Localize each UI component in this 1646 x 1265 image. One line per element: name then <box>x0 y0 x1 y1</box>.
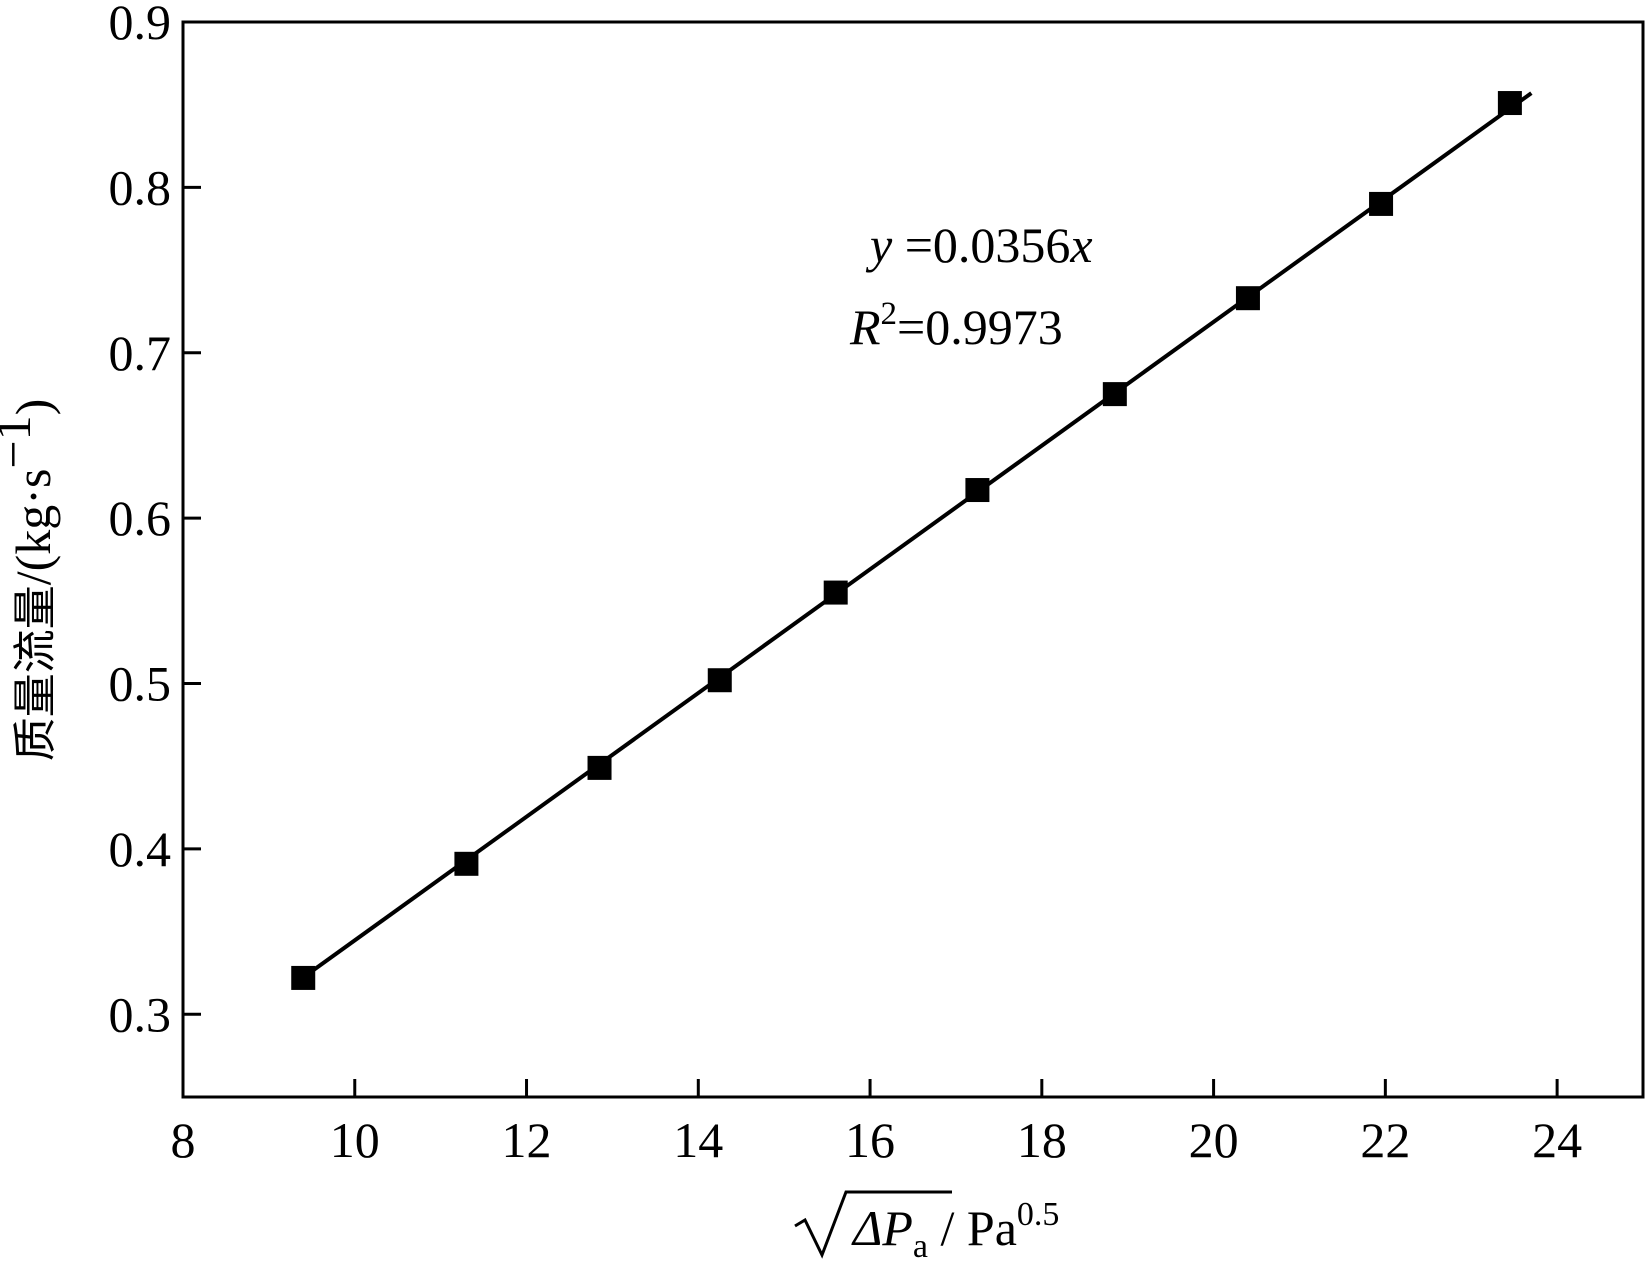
data-point-marker <box>965 478 990 503</box>
r-squared-annotation: R2=0.9973 <box>849 296 1063 355</box>
x-axis: 8 10 12 14 16 18 20 22 24 <box>171 1079 1582 1168</box>
x-tick-label: 14 <box>673 1112 723 1168</box>
sqrt-radical-icon <box>794 1190 952 1259</box>
x-tick-label: 20 <box>1189 1112 1239 1168</box>
x-tick-label: 22 <box>1360 1112 1410 1168</box>
data-point-marker <box>454 851 479 876</box>
x-tick-label: 8 <box>171 1112 196 1168</box>
y-axis: 0.3 0.4 0.5 0.6 0.7 0.8 0.9 <box>109 0 201 1042</box>
marker-layer <box>291 91 1522 990</box>
x-tick-label: 16 <box>845 1112 895 1168</box>
data-point-marker <box>707 668 732 693</box>
x-tick-label: 24 <box>1532 1112 1582 1168</box>
x-tick-label: 12 <box>502 1112 552 1168</box>
y-tick-label: 0.8 <box>109 159 172 215</box>
y-tick-label: 0.4 <box>109 821 172 877</box>
y-tick-label: 0.6 <box>109 490 172 546</box>
fit-line-layer <box>310 91 1533 973</box>
fit-line <box>310 91 1533 973</box>
data-point-marker <box>823 580 848 605</box>
svg-text:质量流量/(kg·s−1): 质量流量/(kg·s−1) <box>0 399 61 762</box>
data-point-marker <box>1235 286 1260 311</box>
y-tick-label: 0.9 <box>109 0 172 50</box>
svg-text:ΔPa / Pa0.5: ΔPa / Pa0.5 <box>851 1196 1059 1265</box>
data-point-marker <box>1102 382 1127 407</box>
x-axis-title: ΔPa / Pa0.5 <box>794 1190 1059 1265</box>
y-tick-label: 0.3 <box>109 986 172 1042</box>
equation-annotation: y =0.0356x <box>865 217 1093 273</box>
x-tick-label: 10 <box>330 1112 380 1168</box>
data-point-marker <box>587 755 612 780</box>
data-point-marker <box>291 965 316 990</box>
y-tick-label: 0.7 <box>109 325 172 381</box>
x-tick-label: 18 <box>1017 1112 1067 1168</box>
y-axis-title: 质量流量/(kg·s−1) <box>0 399 61 762</box>
data-point-marker <box>1369 191 1394 216</box>
data-point-marker <box>1497 91 1522 116</box>
plot-frame <box>181 20 1645 1099</box>
y-tick-label: 0.5 <box>109 656 172 712</box>
